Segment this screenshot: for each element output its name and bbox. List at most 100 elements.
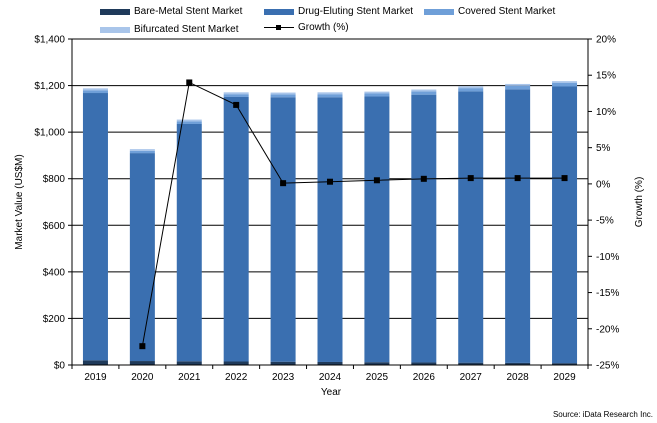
y-right-tick-label: -25%	[596, 361, 619, 372]
bar-segment	[129, 361, 155, 365]
bar-segment	[176, 119, 202, 122]
bar-segment	[552, 86, 578, 364]
growth-marker	[420, 175, 427, 182]
legend-label-growth: Growth (%)	[298, 22, 349, 33]
x-tick-label: 2024	[319, 372, 342, 383]
x-tick-label: 2025	[366, 372, 389, 383]
source-note: Source: iData Research Inc.	[552, 410, 653, 419]
bar-segment	[82, 90, 108, 94]
y-right-axis-label: Growth (%)	[634, 177, 645, 228]
y-right-tick-label: 20%	[596, 35, 616, 46]
bar-segment	[505, 83, 531, 86]
axes	[68, 38, 592, 369]
bars	[82, 81, 578, 365]
bar-segment	[223, 361, 249, 365]
bar-segment	[458, 362, 484, 365]
legend-label-bare-metal: Bare-Metal Stent Market	[134, 6, 243, 17]
y-right-ticks: -25% -20% -15% -10% -5% 0% 5% 10% 15% 20%	[596, 35, 619, 372]
y-left-tick-label: $200	[43, 314, 66, 325]
bar-segment	[129, 149, 155, 151]
growth-marker	[561, 175, 568, 182]
legend-swatch-covered	[424, 8, 454, 15]
x-tick-label: 2028	[507, 372, 530, 383]
y-right-tick-label: 0%	[596, 179, 611, 190]
bar-segment	[317, 92, 343, 95]
legend-label-covered: Covered Stent Market	[458, 6, 556, 17]
growth-marker	[280, 180, 287, 187]
y-left-tick-label: $400	[43, 267, 66, 278]
bar-segment	[176, 121, 202, 124]
y-left-tick-label: $1,000	[34, 128, 65, 139]
bar-segment	[176, 361, 202, 365]
growth-marker	[327, 178, 333, 185]
y-left-tick-label: $600	[43, 221, 66, 232]
legend-swatch-bifurcated	[100, 26, 130, 33]
bar-segment	[270, 97, 296, 362]
bar-segment	[270, 361, 296, 365]
bar-segment	[223, 96, 249, 362]
growth-marker	[139, 343, 146, 350]
x-tick-label: 2022	[225, 372, 248, 383]
bar-segment	[82, 88, 108, 91]
bar-segment	[317, 361, 343, 365]
bar-segment	[364, 362, 390, 365]
y-right-tick-label: 5%	[596, 143, 611, 154]
legend-swatch-drug-eluting	[264, 8, 294, 15]
bar-segment	[364, 93, 390, 97]
bar-segment	[411, 91, 437, 95]
bar-segment	[270, 92, 296, 95]
growth-line-path	[141, 81, 565, 347]
bar-segment	[552, 83, 578, 87]
growth-marker	[233, 101, 240, 108]
legend-label-drug-eluting: Drug-Eluting Stent Market	[298, 6, 414, 17]
bar-segment	[364, 91, 390, 94]
y-right-tick-label: -5%	[596, 216, 614, 227]
y-right-tick-label: -10%	[596, 252, 619, 263]
x-tick-label: 2027	[460, 372, 483, 383]
growth-marker	[373, 177, 380, 184]
y-left-tick-label: $1,200	[34, 81, 65, 92]
bar-segment	[129, 150, 155, 154]
y-left-tick-label: $0	[54, 361, 66, 372]
legend-item-bifurcated: Bifurcated Stent Market	[100, 24, 239, 35]
x-tick-label: 2023	[272, 372, 295, 383]
bar-segment	[505, 89, 531, 363]
bar-segment	[270, 94, 296, 98]
x-tick-label: 2021	[178, 372, 201, 383]
y-left-axis-label: Market Value (US$M)	[14, 154, 25, 249]
x-axis-label: Year	[321, 387, 342, 398]
legend-item-drug-eluting: Drug-Eluting Stent Market	[264, 6, 413, 17]
bar-segment	[82, 93, 108, 361]
y-left-tick-label: $1,400	[34, 35, 65, 46]
y-left-tick-label: $800	[43, 174, 66, 185]
bar-segment	[223, 92, 249, 95]
y-right-tick-label: 15%	[596, 71, 616, 82]
y-right-tick-label: -20%	[596, 324, 619, 335]
y-right-tick-label: -15%	[596, 288, 619, 299]
growth-line	[139, 79, 568, 350]
bar-segment	[364, 96, 390, 363]
bar-segment	[317, 97, 343, 362]
x-ticks: 2019 2020 2021 2022 2023 2024 2025 2026 2027 2028…	[84, 372, 576, 383]
bar-segment	[505, 85, 531, 90]
bar-segment	[458, 91, 484, 363]
bar-segment	[458, 86, 484, 89]
bar-segment	[505, 362, 531, 365]
bar-segment	[176, 123, 202, 362]
legend: Bare-Metal Stent Market Drug-Eluting Ste…	[0, 0, 657, 40]
legend-item-covered: Covered Stent Market	[424, 6, 555, 17]
legend-swatch-bare-metal	[100, 8, 130, 15]
x-tick-label: 2020	[131, 372, 154, 383]
bar-segment	[458, 88, 484, 92]
y-right-tick-label: 10%	[596, 107, 616, 118]
legend-item-bare-metal: Bare-Metal Stent Market	[100, 6, 242, 17]
bar-segment	[411, 362, 437, 365]
growth-marker	[186, 79, 193, 86]
legend-label-bifurcated: Bifurcated Stent Market	[134, 24, 239, 35]
x-tick-label: 2029	[553, 372, 576, 383]
bar-segment	[223, 94, 249, 97]
y-left-ticks: $0 $200 $400 $600 $800 $1,000 $1,200 $1,400	[34, 35, 65, 372]
legend-swatch-growth	[264, 23, 294, 33]
bar-segment	[129, 153, 155, 362]
